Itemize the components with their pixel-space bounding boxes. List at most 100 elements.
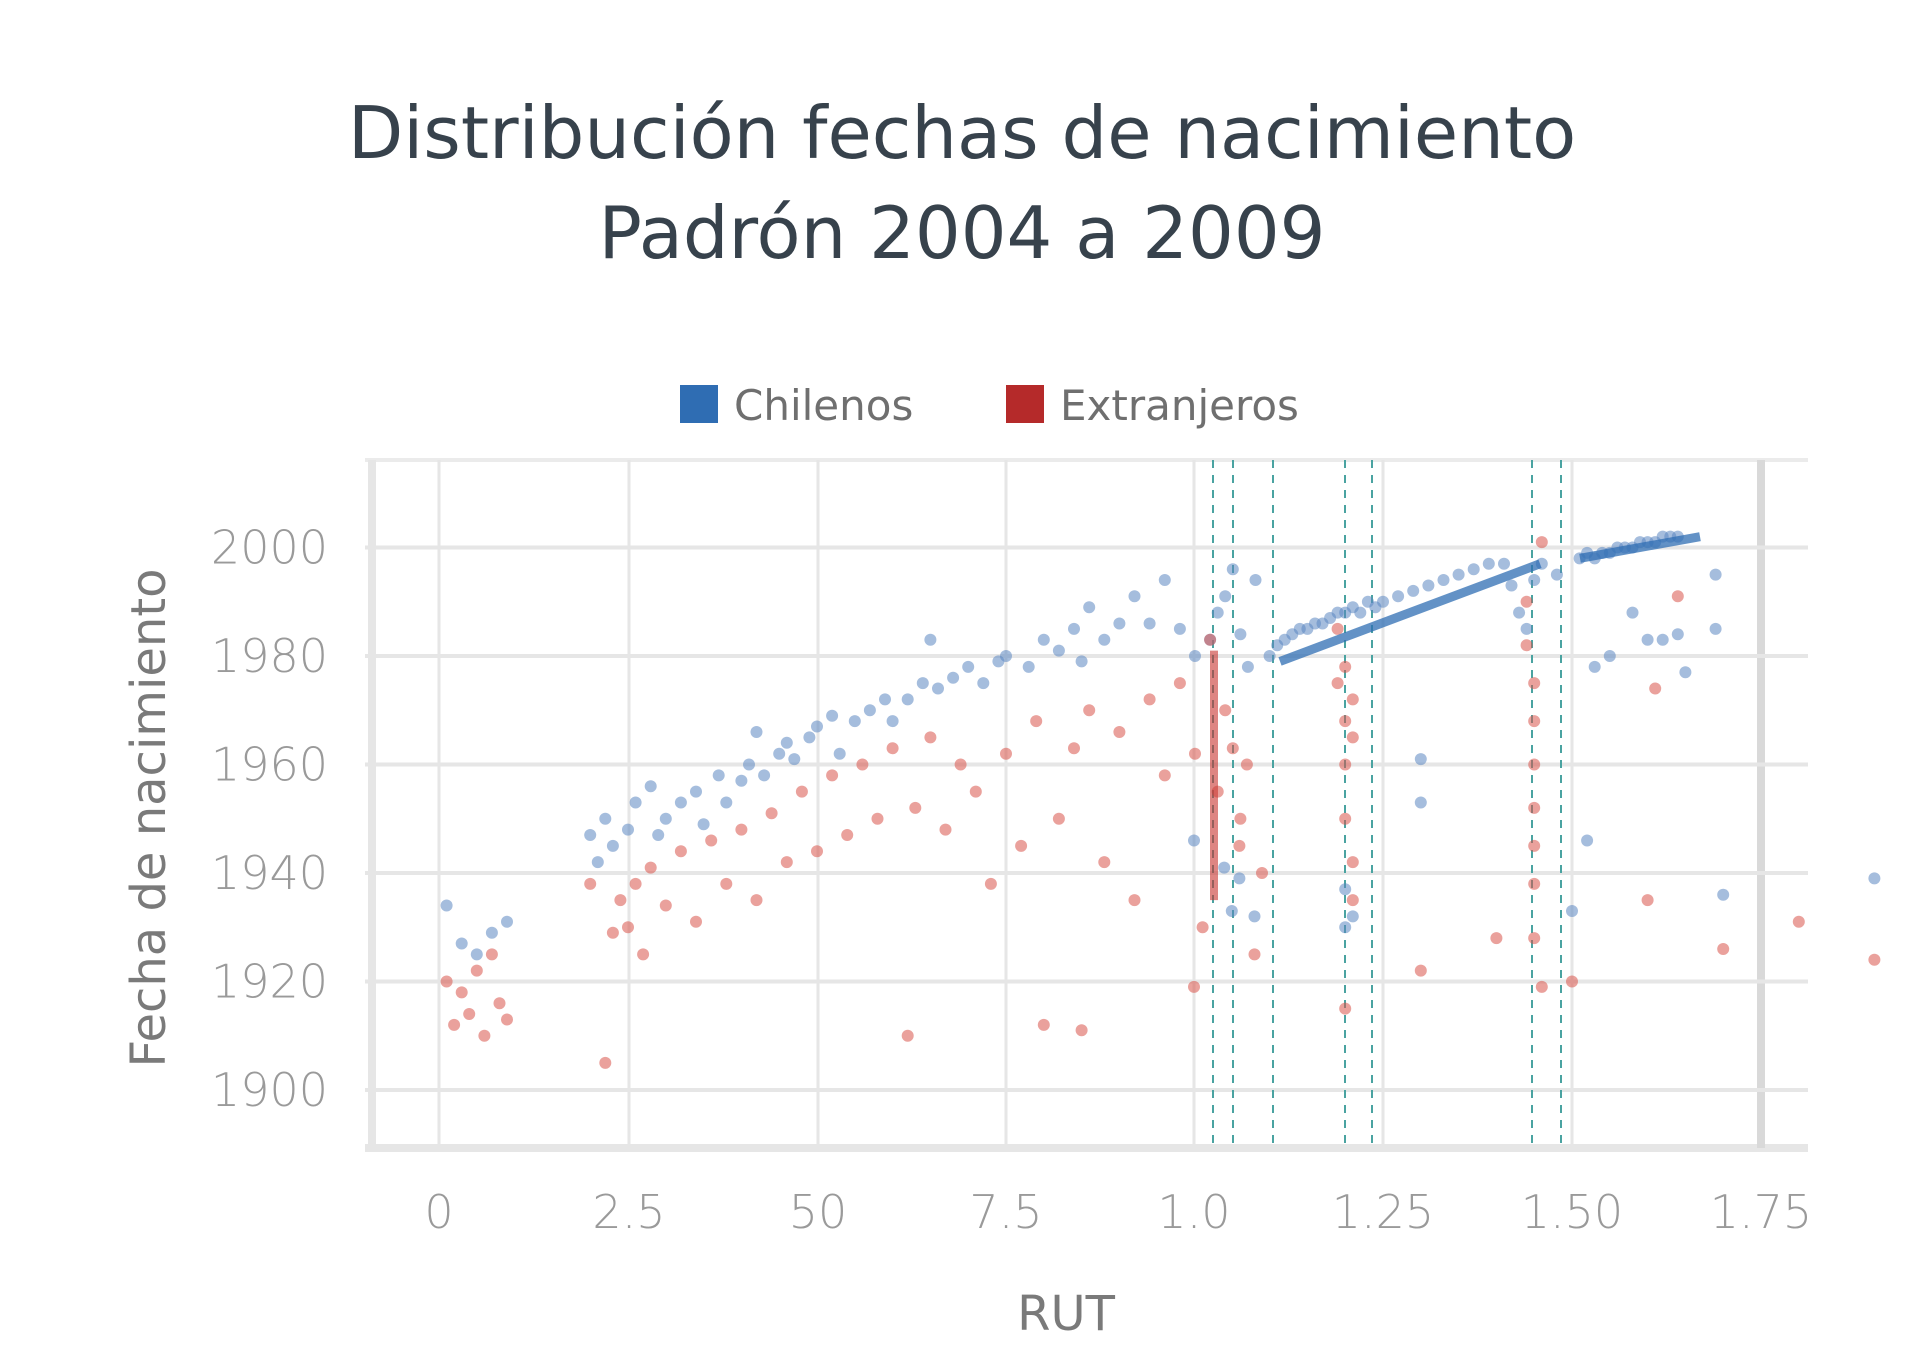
data-point [1339, 758, 1352, 771]
grid [365, 458, 1808, 1152]
data-point [1717, 943, 1730, 955]
data-point [1656, 633, 1669, 646]
legend-swatch-chilenos [680, 385, 718, 423]
data-point [697, 818, 710, 831]
y-tick-label: 1980 [211, 629, 328, 683]
data-point [1641, 633, 1654, 646]
x-tick-label: 1.75 [1710, 1185, 1812, 1239]
data-point [1196, 921, 1209, 934]
data-point [485, 926, 498, 939]
data-point [984, 877, 997, 890]
data-point [1588, 660, 1601, 673]
data-point [1143, 693, 1156, 706]
data-point [644, 780, 657, 793]
data-point [584, 877, 597, 890]
data-point [1249, 574, 1262, 586]
data-point [826, 769, 839, 782]
data-point [1263, 650, 1276, 662]
data-point [1098, 856, 1111, 869]
legend-label-extranjeros: Extranjeros [1060, 381, 1299, 430]
data-point [962, 660, 975, 673]
data-point [1211, 606, 1224, 619]
x-tick-label: 7.5 [969, 1185, 1042, 1239]
data-point [1030, 715, 1043, 728]
y-tick-label: 1900 [211, 1063, 328, 1117]
data-point [1868, 953, 1881, 966]
data-point [1068, 742, 1080, 755]
data-point [1339, 1002, 1352, 1015]
data-point [1528, 758, 1541, 771]
data-point [1000, 650, 1012, 662]
data-point [886, 715, 899, 728]
data-point [1339, 883, 1352, 896]
data-point [690, 785, 702, 798]
data-point [1173, 622, 1186, 635]
data-point [765, 807, 778, 820]
data-point [1098, 633, 1111, 646]
data-point [1535, 536, 1548, 549]
data-points [440, 530, 1881, 1069]
data-point [622, 823, 634, 836]
data-point [1173, 677, 1186, 690]
data-point [1331, 622, 1344, 635]
data-point [448, 1018, 461, 1031]
x-tick-label: 0 [424, 1185, 453, 1239]
data-point [901, 1029, 914, 1042]
data-point [1219, 590, 1232, 603]
data-point [690, 915, 702, 928]
data-point [954, 758, 967, 771]
data-point [1218, 861, 1231, 874]
data-point [1354, 606, 1367, 619]
data-point [1581, 834, 1594, 847]
data-point [1566, 905, 1578, 917]
data-point [1189, 747, 1201, 760]
data-point [455, 986, 468, 999]
data-point [501, 915, 513, 928]
data-point [735, 823, 748, 836]
x-tick-label: 2.5 [592, 1185, 665, 1239]
data-point [1709, 622, 1722, 635]
data-point [1414, 796, 1427, 809]
data-point [1346, 693, 1359, 706]
data-point [1671, 590, 1684, 603]
data-point [916, 677, 929, 690]
x-tick-label: 1.50 [1521, 1185, 1623, 1239]
data-point [1158, 769, 1171, 782]
data-point [1414, 753, 1427, 766]
legend-label-chilenos: Chilenos [734, 381, 913, 430]
data-point [455, 937, 468, 950]
data-point [478, 1029, 491, 1042]
data-point [1339, 812, 1352, 825]
data-point [1143, 617, 1156, 630]
legend-swatch-extranjeros [1006, 385, 1044, 423]
data-point [1490, 932, 1503, 945]
data-point [1377, 595, 1389, 608]
data-point [932, 682, 944, 695]
data-point [606, 926, 619, 939]
data-point [1641, 894, 1654, 907]
data-point [1331, 677, 1344, 690]
data-point [1717, 888, 1730, 901]
chart-title: Distribución fechas de nacimiento [348, 91, 1576, 175]
data-point [644, 861, 657, 874]
data-point [969, 785, 982, 798]
data-point [1234, 812, 1247, 825]
data-point [591, 856, 604, 869]
data-point [1000, 747, 1012, 760]
data-point [1037, 1018, 1050, 1031]
data-point [848, 715, 861, 728]
data-point [1528, 574, 1541, 586]
data-point [712, 769, 725, 782]
data-point [1414, 964, 1427, 977]
data-point [1498, 557, 1510, 570]
data-point [584, 829, 597, 841]
data-point [1505, 579, 1518, 592]
data-point [720, 877, 733, 890]
data-point [485, 948, 498, 961]
y-axis-label: Fecha de nacimiento [121, 568, 177, 1067]
data-point [599, 812, 612, 825]
data-point [1671, 628, 1684, 641]
data-point [1520, 595, 1533, 608]
data-point [674, 796, 687, 809]
